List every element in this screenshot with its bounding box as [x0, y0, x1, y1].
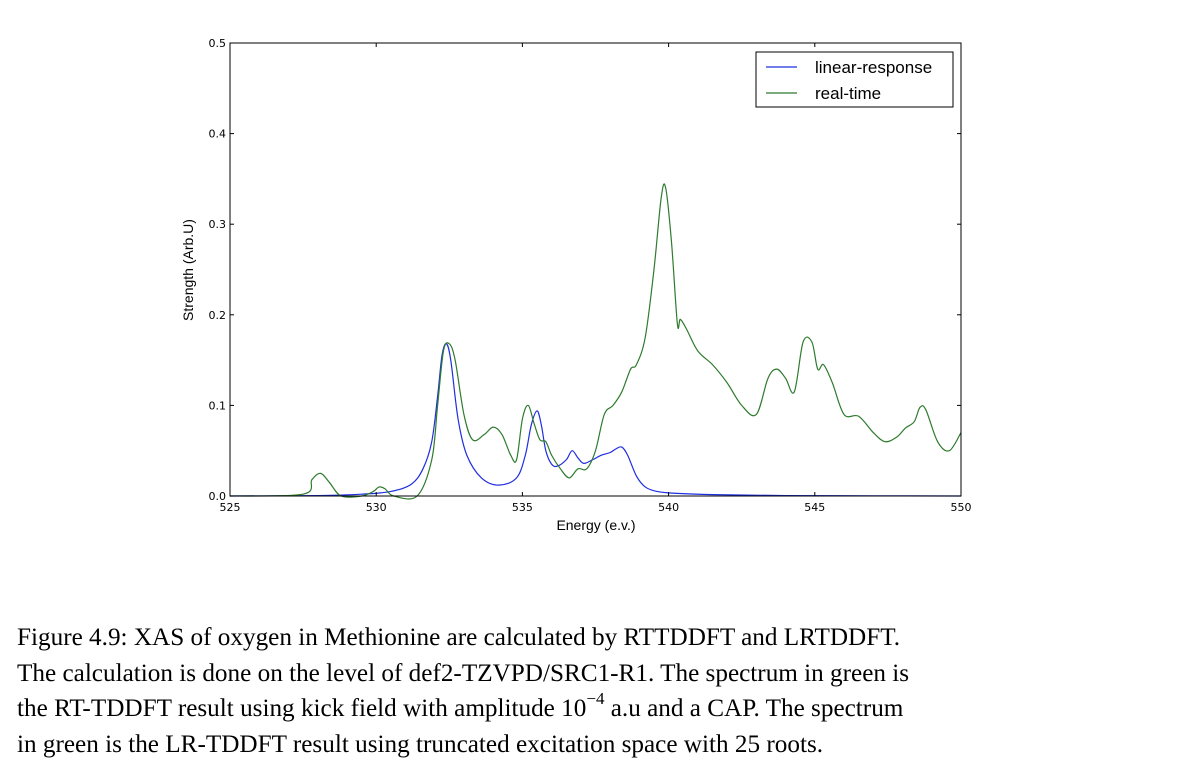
figure-caption: Figure 4.9: XAS of oxygen in Methionine …	[17, 620, 1177, 762]
legend-box	[755, 51, 954, 108]
tick-labels: 525 530 535 540 545 550 0.0 0.1 0.2 0.3 0.4 0.5	[209, 37, 972, 514]
y-tick-label-0.0: 0.0	[209, 490, 227, 503]
legend: linear-response real-time	[755, 51, 954, 108]
caption-line-4: in green is the LR-TDDFT result using tr…	[17, 730, 824, 758]
xas-spectrum-chart: 525 530 535 540 545 550 0.0 0.1 0.2 0.3 0.4 0.5 Ene…	[180, 37, 972, 533]
x-tick-label-535: 535	[512, 501, 533, 514]
x-tick-label-530: 530	[366, 501, 387, 514]
caption-exponent: −4	[586, 688, 605, 708]
x-tick-label-525: 525	[220, 501, 241, 514]
caption-line-3-start: the RT-TDDFT result using kick field wit…	[17, 695, 587, 722]
y-tick-label-0.2: 0.2	[209, 309, 227, 322]
legend-label-real-time: real-time	[815, 84, 881, 103]
y-tick-label-0.3: 0.3	[209, 218, 227, 231]
series-line-linear-response	[229, 343, 962, 497]
caption-line-3-end: a.u and a CAP. The spectrum	[604, 695, 904, 722]
series-line-real-time	[229, 183, 962, 500]
caption-line-2: The calculation is done on the level of …	[17, 659, 910, 687]
x-axis-label: Energy (e.v.)	[556, 517, 635, 533]
y-tick-label-0.1: 0.1	[209, 399, 227, 412]
caption-line-1: Figure 4.9: XAS of oxygen in Methionine …	[17, 624, 901, 651]
legend-label-linear-response: linear-response	[815, 58, 932, 77]
plot-lines	[229, 183, 962, 500]
y-axis-label: Strength (Arb.U)	[180, 219, 196, 321]
y-tick-label-0.5: 0.5	[209, 37, 227, 50]
axis-ticks	[229, 42, 962, 497]
plot-frame	[229, 42, 962, 497]
y-tick-label-0.4: 0.4	[209, 128, 227, 141]
caption-line-3: the RT-TDDFT result using kick field wit…	[17, 688, 1177, 727]
x-tick-label-550: 550	[951, 501, 972, 514]
x-tick-label-545: 545	[804, 501, 825, 514]
x-tick-label-540: 540	[658, 501, 679, 514]
